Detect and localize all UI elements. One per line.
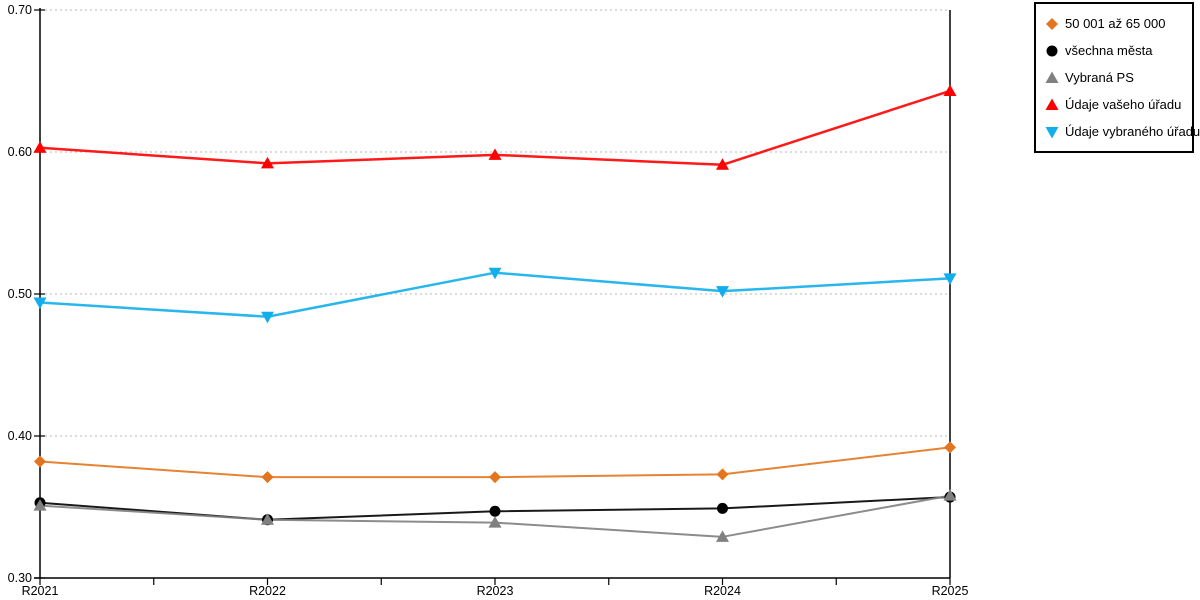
diamond-marker (944, 441, 956, 454)
x-tick-label: R2022 (249, 584, 286, 598)
legend-item: Údaje vašeho úřadu (1044, 94, 1186, 115)
legend-item: Údaje vybraného úřadu (1044, 121, 1200, 142)
triangle-up-marker (261, 513, 274, 525)
triangle-up-marker (488, 516, 502, 528)
y-tick-label: 0.30 (8, 571, 32, 585)
triangle-down-marker (943, 273, 957, 285)
y-tick-label: 0.70 (8, 3, 32, 17)
triangle-down-marker (716, 286, 729, 298)
triangle-up-marker (33, 141, 47, 153)
legend-label: Údaje vybraného úřadu (1065, 124, 1200, 139)
y-tick-label: 0.50 (8, 287, 32, 301)
triangle-up-marker (943, 84, 957, 96)
triangle-up-icon (1044, 71, 1060, 85)
triangle-up-icon (1044, 98, 1060, 112)
triangle-up-marker (488, 148, 502, 160)
triangle-down-icon (1044, 125, 1060, 139)
series-line (39, 271, 951, 318)
circle-icon (1044, 44, 1060, 58)
legend-box: 50 001 až 65 000 všechna města Vybraná P… (1034, 2, 1200, 153)
legend-label: Údaje vašeho úřadu (1065, 97, 1182, 112)
y-tick-label: 0.40 (8, 429, 32, 443)
circle-marker (717, 502, 728, 514)
triangle-up-marker (716, 158, 729, 170)
legend-label: 50 001 až 65 000 (1065, 16, 1166, 31)
triangle-up-marker (943, 489, 957, 501)
x-tick-label: R2023 (477, 584, 514, 598)
triangle-down-marker (33, 297, 47, 310)
diamond-marker (34, 455, 46, 468)
triangle-down-marker (261, 311, 274, 324)
x-tick-label: R2021 (22, 584, 59, 598)
triangle-down-marker (488, 267, 502, 280)
legend-label: Vybraná PS (1065, 70, 1134, 85)
legend-item: všechna města (1044, 40, 1186, 61)
circle-marker (489, 505, 501, 517)
diamond-marker (489, 471, 501, 484)
legend-label: všechna města (1065, 43, 1153, 58)
x-tick-label: R2025 (932, 584, 969, 598)
y-tick-label: 0.60 (8, 145, 32, 159)
triangle-up-marker (33, 499, 47, 511)
legend-item: 50 001 až 65 000 (1044, 13, 1186, 34)
diamond-marker (716, 468, 729, 481)
triangle-up-marker (261, 156, 274, 169)
diamond-icon (1044, 17, 1060, 31)
x-tick-label: R2024 (704, 584, 741, 598)
triangle-up-marker (716, 530, 729, 542)
diamond-marker (261, 471, 274, 484)
legend-item: Vybraná PS (1044, 67, 1186, 88)
